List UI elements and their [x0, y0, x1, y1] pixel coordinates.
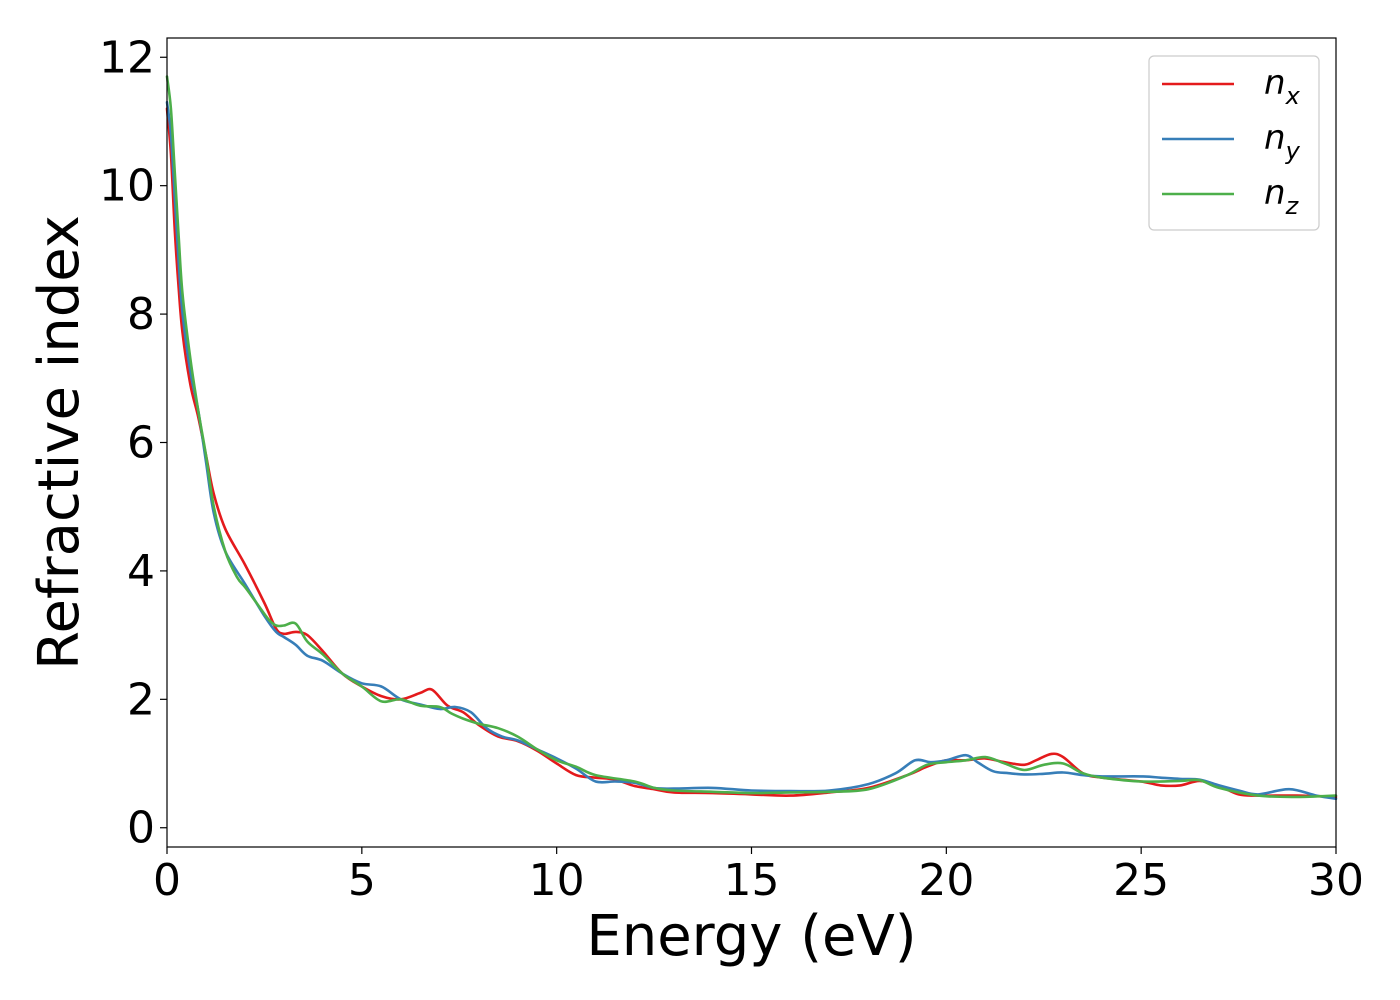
- x-tick-label: 20: [918, 855, 974, 906]
- legend-box: [1148, 55, 1320, 231]
- y-tick-label: 10: [99, 161, 155, 212]
- legend-label-n-z: nz: [1264, 173, 1300, 220]
- y-tick-label: 8: [127, 289, 155, 340]
- x-tick-label: 10: [529, 855, 585, 906]
- x-tick-label: 30: [1308, 855, 1364, 906]
- x-tick-label: 5: [348, 855, 376, 906]
- series-layer: [165, 75, 1338, 801]
- y-axis-ticks: 0 2 4 6 8 10 12: [99, 32, 167, 854]
- y-tick-label: 4: [127, 546, 155, 597]
- x-tick-label: 25: [1113, 855, 1169, 906]
- legend: nx ny nz: [1148, 55, 1320, 231]
- legend-label-n-y: ny: [1264, 118, 1301, 165]
- series-line-n-z: [165, 75, 1338, 799]
- x-axis-title: Energy (eV): [586, 904, 916, 969]
- y-tick-label: 0: [127, 803, 155, 854]
- plot-area-frame: [166, 37, 1337, 848]
- y-tick-label: 2: [127, 674, 155, 725]
- y-axis-title: Refractive index: [27, 215, 92, 670]
- y-tick-label: 12: [99, 32, 155, 83]
- x-tick-label: 0: [153, 855, 181, 906]
- x-tick-label: 15: [724, 855, 780, 906]
- legend-label-n-x: nx: [1264, 63, 1301, 110]
- y-tick-label: 6: [127, 418, 155, 469]
- x-axis-ticks: 0 5 10 15 20 25 30: [153, 847, 1364, 906]
